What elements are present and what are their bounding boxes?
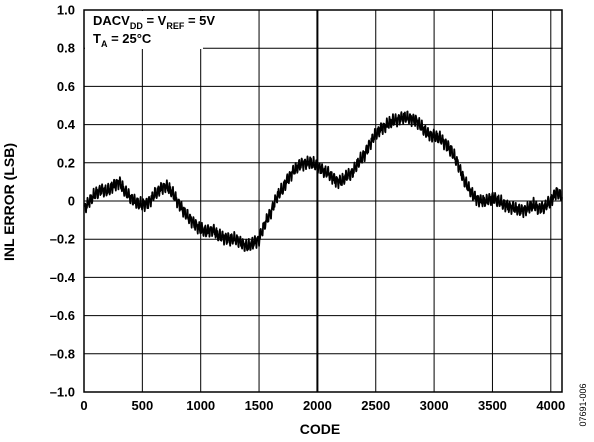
x-tick-label: 2000 — [303, 398, 332, 413]
chart-annotation: DACVDD = VREF = 5V TA = 25°C — [85, 11, 215, 49]
y-tick-label: –0.2 — [50, 232, 75, 247]
y-tick-label: –1.0 — [50, 385, 75, 400]
inl-error-line — [83, 110, 563, 252]
x-axis-label: CODE — [300, 421, 340, 437]
annotation-line-2: TA = 25°C — [93, 31, 152, 49]
plot-area-frame — [83, 9, 563, 393]
annotation-line-1: DACVDD = VREF = 5V — [93, 13, 215, 31]
x-tick-label: 2500 — [361, 398, 390, 413]
y-tick-labels: 1.0 0.8 0.6 0.4 0.2 0 –0.2 –0.4 –0.6 –0.8 –1.0 — [50, 3, 76, 400]
x-tick-label: 3500 — [478, 398, 507, 413]
y-tick-label: 0.6 — [57, 79, 75, 94]
y-tick-label: –0.6 — [50, 308, 75, 323]
x-tick-label: 1500 — [245, 398, 274, 413]
y-tick-label: –0.4 — [50, 270, 76, 285]
x-tick-label: 3000 — [420, 398, 449, 413]
x-tick-label: 4000 — [536, 398, 565, 413]
annotation-background — [85, 11, 203, 49]
y-axis-label: INL ERROR (LSB) — [1, 143, 17, 261]
y-tick-label: 0.4 — [57, 117, 76, 132]
x-tick-labels: 0 500 1000 1500 2000 2500 3000 3500 4000 — [80, 398, 565, 413]
x-tick-label: 1000 — [186, 398, 215, 413]
y-tick-label: 0 — [68, 194, 75, 209]
y-tick-label: 0.8 — [57, 41, 75, 56]
y-tick-label: 1.0 — [57, 3, 75, 18]
figure-id: 07691-006 — [578, 383, 588, 426]
x-tick-label: 0 — [80, 398, 87, 413]
y-tick-label: –0.8 — [50, 346, 75, 361]
y-tick-label: 0.2 — [57, 155, 75, 170]
chart-series-layer — [83, 110, 563, 252]
x-tick-label: 500 — [131, 398, 153, 413]
